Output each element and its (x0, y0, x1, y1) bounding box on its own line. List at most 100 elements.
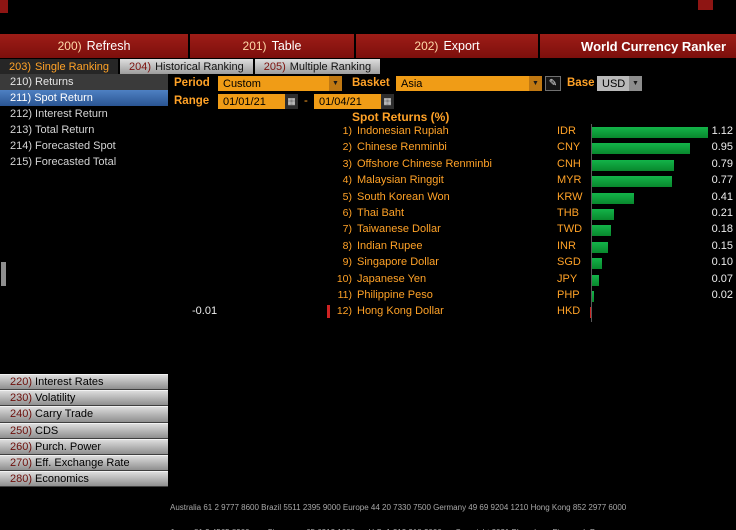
value-bar (592, 159, 674, 171)
currency-code: KRW (557, 190, 583, 203)
chart-row-php[interactable]: 11) Philippine Peso PHP 0.02 (168, 288, 736, 304)
sidebar-item-returns[interactable]: 210) Returns (0, 74, 168, 90)
sidebar-item-cds[interactable]: 250) CDS (0, 422, 168, 439)
sidebar-item-interest-return[interactable]: 212) Interest Return (0, 106, 168, 122)
sidebar-item-forecasted-spot[interactable]: 214) Forecasted Spot (0, 138, 168, 154)
sidebar-item-interest-rates[interactable]: 220) Interest Rates (0, 374, 168, 391)
sidebar-list: 210) Returns 211) Spot Return 212) Interest R… (0, 74, 168, 488)
value-bar (592, 258, 603, 270)
currency-name: South Korean Won (357, 190, 450, 203)
period-dropdown[interactable]: Custom ▼ (218, 76, 342, 91)
chart-row-cny[interactable]: 2) Chinese Renminbi CNY 0.95 (168, 140, 736, 156)
chart-row-idr[interactable]: 1) Indonesian Rupiah IDR 1.12 (168, 124, 736, 140)
range-start-value: 01/01/21 (223, 95, 266, 108)
currency-name: Philippine Peso (357, 288, 433, 301)
rank-label: 9) (342, 256, 352, 269)
currency-name: Indonesian Rupiah (357, 125, 449, 137)
sidebar-item-carry-trade[interactable]: 240) Carry Trade (0, 406, 168, 423)
value-label: -0.01 (192, 305, 218, 318)
currency-code: IDR (557, 125, 576, 137)
basket-dropdown[interactable]: Asia ▼ (396, 76, 542, 91)
sidebar-item-label: Spot Return (34, 92, 93, 104)
value-bar (592, 225, 611, 237)
value-label: 0.77 (711, 174, 733, 187)
chart-row-krw[interactable]: 5) South Korean Won KRW 0.41 (168, 190, 736, 206)
menu-item-table[interactable]: 201) Table (190, 34, 356, 58)
chart-row-myr[interactable]: 4) Malaysian Ringgit MYR 0.77 (168, 173, 736, 189)
menu-item-label: Refresh (86, 39, 131, 53)
range-start-input[interactable]: 01/01/21 ▦ (218, 94, 298, 109)
tab-historical-ranking[interactable]: 204) Historical Ranking (120, 59, 253, 74)
chart-row-jpy[interactable]: 10) Japanese Yen JPY 0.07 (168, 272, 736, 288)
negative-marker (327, 305, 330, 319)
sidebar-item-number: 230) (10, 392, 33, 405)
tab-label: Multiple Ranking (289, 60, 372, 73)
rank-label: 11) (337, 288, 352, 301)
menu-item-refresh[interactable]: 200) Refresh (0, 34, 190, 58)
calendar-icon[interactable]: ▦ (381, 94, 394, 109)
sidebar-item-spot-return[interactable]: 211) Spot Return (0, 90, 168, 106)
range-end-value: 01/04/21 (319, 95, 362, 108)
rank-label: 3) (342, 157, 352, 170)
chrome-accent (698, 0, 713, 10)
value-bar (592, 241, 608, 253)
value-label: 0.02 (711, 288, 733, 301)
sidebar-scrollbar-thumb[interactable] (1, 262, 6, 286)
tab-multiple-ranking[interactable]: 205) Multiple Ranking (254, 59, 381, 74)
basket-value: Asia (401, 77, 423, 90)
sidebar-item-number: 214) (10, 140, 33, 152)
menu-bar: 200) Refresh 201) Table 202) Export Worl… (0, 34, 736, 58)
chevron-down-icon: ▼ (529, 76, 542, 91)
body: 210) Returns 211) Spot Return 212) Interest R… (0, 74, 736, 530)
sidebar-item-number: 213) (10, 124, 33, 136)
tab-bar: 203) Single Ranking 204) Historical Rank… (0, 58, 736, 74)
tab-number: 204) (129, 60, 152, 73)
range-end-input[interactable]: 01/04/21 ▦ (314, 94, 394, 109)
basket-label: Basket (352, 77, 390, 89)
chart-title: Spot Returns (%) (352, 110, 450, 124)
currency-name: Taiwanese Dollar (357, 223, 441, 236)
status-bar: Australia 61 2 9777 8600 Brazil 5511 239… (170, 486, 710, 530)
currency-name: Hong Kong Dollar (357, 305, 444, 318)
sidebar-item-economics[interactable]: 280) Economics (0, 471, 168, 488)
value-label: 0.07 (711, 272, 733, 285)
sidebar-item-number: 280) (10, 473, 33, 486)
value-bar (592, 127, 708, 138)
rank-label: 4) (342, 174, 352, 187)
value-label: 0.41 (711, 190, 733, 203)
pencil-icon: ✎ (548, 78, 558, 89)
currency-name: Indian Rupee (357, 239, 423, 252)
sidebar-item-number: 260) (10, 440, 33, 453)
value-label: 0.21 (711, 206, 733, 219)
chart-row-sgd[interactable]: 9) Singapore Dollar SGD 0.10 (168, 255, 736, 271)
chart-row-thb[interactable]: 6) Thai Baht THB 0.21 (168, 206, 736, 222)
range-separator: - (304, 95, 308, 107)
base-currency-dropdown[interactable]: USD ▼ (597, 76, 642, 91)
menu-item-number: 201) (242, 39, 267, 53)
sidebar-item-label: Forecasted Total (35, 156, 117, 168)
edit-basket-button[interactable]: ✎ (545, 76, 561, 91)
currency-code: CNH (557, 157, 581, 170)
sidebar-item-forecasted-total[interactable]: 215) Forecasted Total (0, 154, 168, 170)
chart-row-inr[interactable]: 8) Indian Rupee INR 0.15 (168, 239, 736, 255)
currency-code: TWD (557, 223, 583, 236)
sidebar-item-purch-power[interactable]: 260) Purch. Power (0, 438, 168, 455)
sidebar-item-number: 240) (10, 408, 33, 421)
chart-row-twd[interactable]: 7) Taiwanese Dollar TWD 0.18 (168, 222, 736, 238)
sidebar-item-label: Carry Trade (35, 408, 94, 421)
menu-item-export[interactable]: 202) Export (356, 34, 540, 58)
currency-name: Thai Baht (357, 206, 405, 219)
status-line-2: Japan 81 3 4565 8900 Singapore 65 6212 1… (170, 529, 710, 530)
chart-row-hkd[interactable]: 12) Hong Kong Dollar HKD -0.01 (168, 304, 736, 320)
tab-single-ranking[interactable]: 203) Single Ranking (0, 59, 119, 74)
sidebar-item-label: Interest Return (35, 108, 108, 120)
chart-row-cnh[interactable]: 3) Offshore Chinese Renminbi CNH 0.79 (168, 157, 736, 173)
calendar-icon[interactable]: ▦ (285, 94, 298, 109)
sidebar-item-total-return[interactable]: 213) Total Return (0, 122, 168, 138)
sidebar-item-volatility[interactable]: 230) Volatility (0, 390, 168, 407)
menu-item-number: 202) (414, 39, 439, 53)
sidebar-item-eff-exchange-rate[interactable]: 270) Eff. Exchange Rate (0, 454, 168, 472)
period-label: Period (174, 77, 210, 89)
currency-name: Offshore Chinese Renminbi (357, 157, 492, 170)
